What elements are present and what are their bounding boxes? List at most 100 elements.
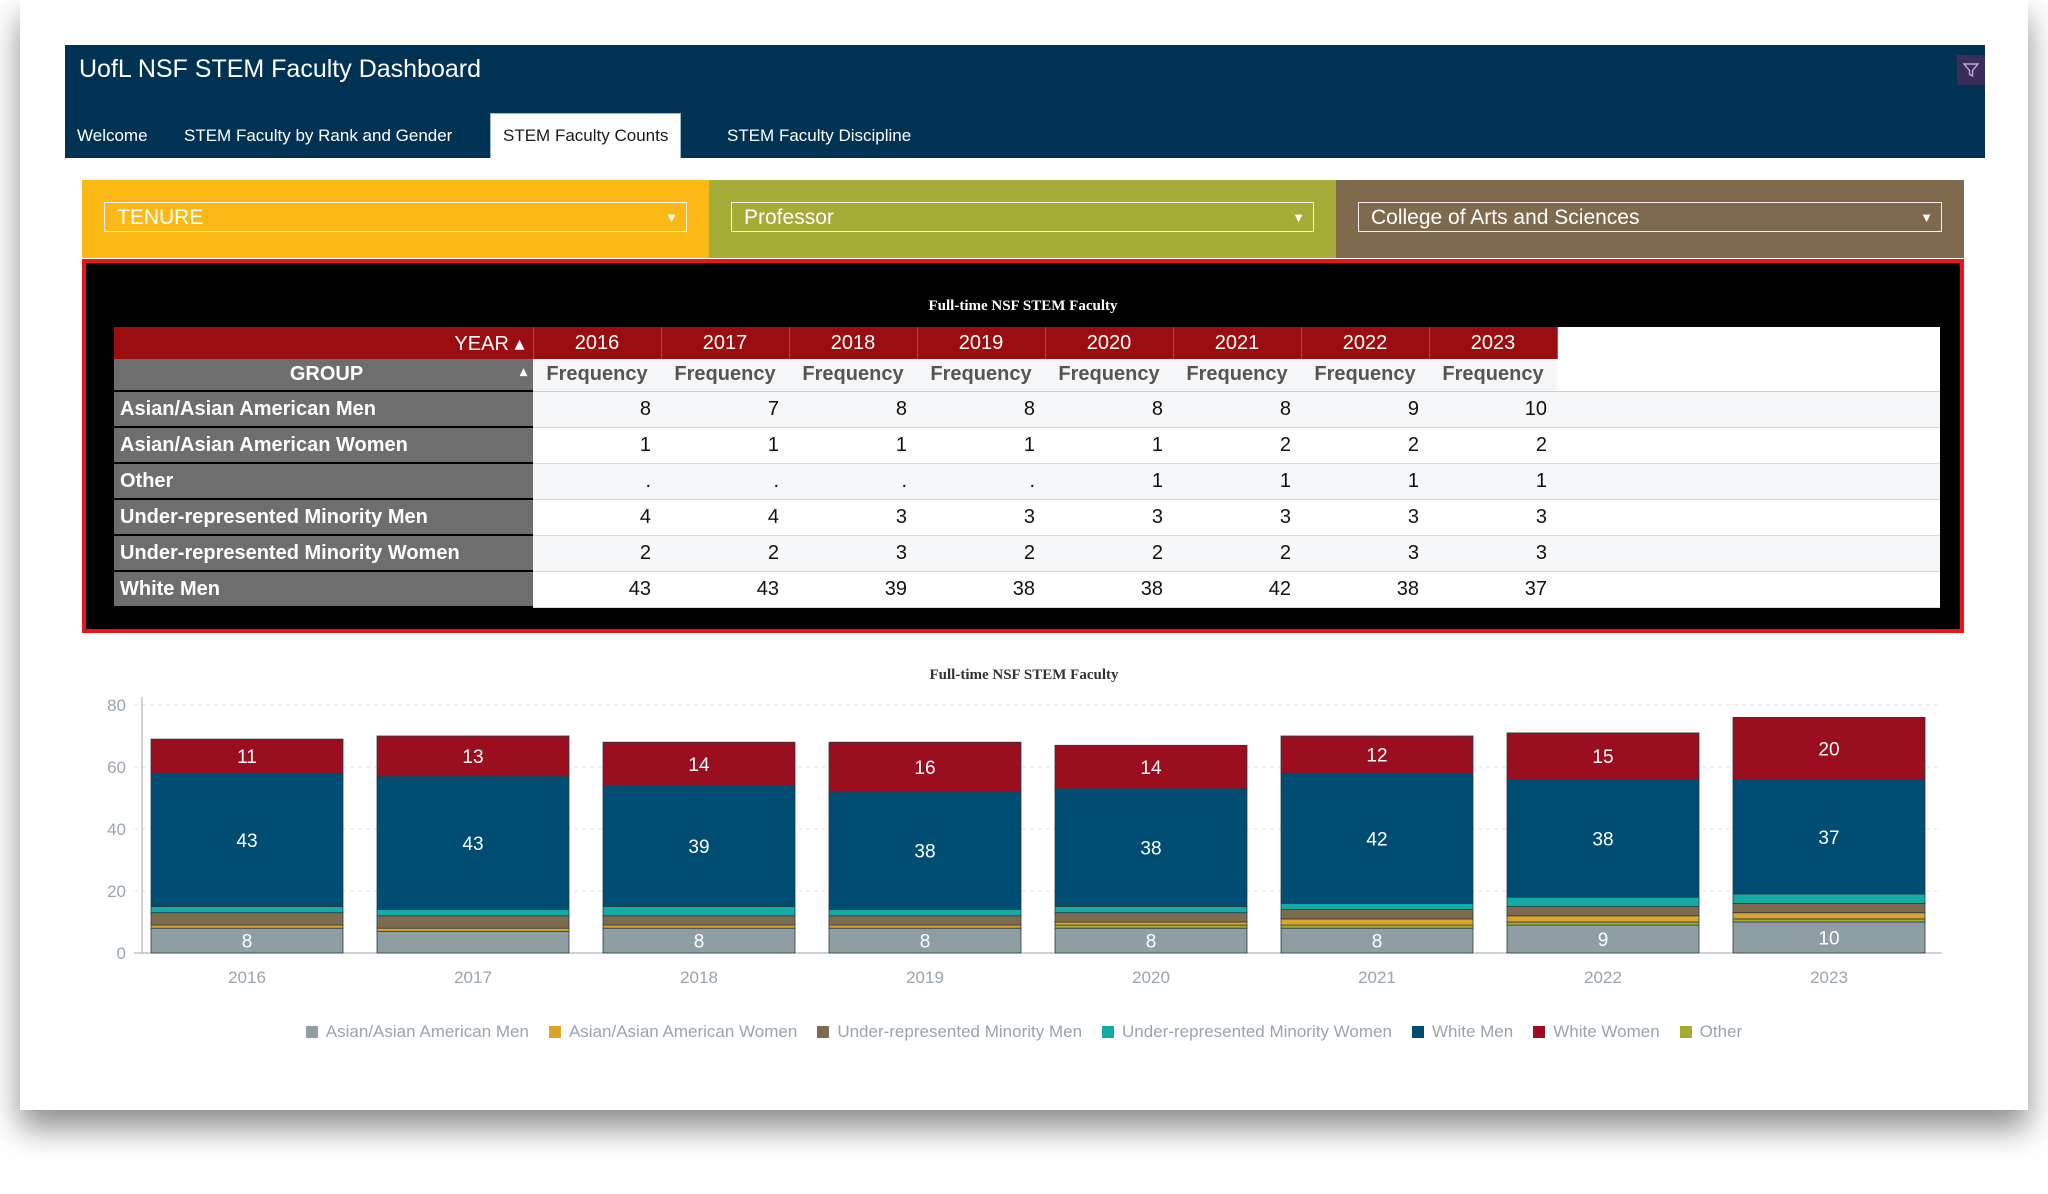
- tab-rank-gender[interactable]: STEM Faculty by Rank and Gender: [184, 126, 453, 145]
- bar-segment: [602, 906, 796, 917]
- measure-column-header: Frequency: [1301, 359, 1429, 392]
- frequency-cell: 10: [1429, 391, 1557, 428]
- y-tick-label: 80: [107, 696, 126, 715]
- frequency-cell: 39: [789, 571, 917, 608]
- bar-segment: [1280, 918, 1474, 926]
- legend-item[interactable]: White Women: [1533, 1022, 1660, 1042]
- frequency-cell: 1: [1429, 463, 1557, 500]
- bar-segment: [1506, 924, 1700, 954]
- legend-item[interactable]: Under-represented Minority Women: [1102, 1022, 1392, 1042]
- row-filler: [1557, 391, 1940, 428]
- bar-value-label: 38: [1140, 839, 1161, 860]
- tab-faculty-discipline[interactable]: STEM Faculty Discipline: [727, 126, 912, 145]
- x-tick-label: 2021: [1358, 968, 1396, 987]
- tab-bar: Welcome STEM Faculty by Rank and Gender …: [65, 112, 1985, 158]
- row-filler: [1557, 499, 1940, 536]
- frequency-cell: 3: [1301, 535, 1429, 572]
- bar-segment: [1732, 893, 1926, 904]
- bar-segment: [1054, 921, 1248, 926]
- frequency-cell: 1: [1045, 463, 1173, 500]
- bar-segment: [828, 791, 1022, 910]
- bar-segment: [376, 735, 570, 777]
- legend-item[interactable]: Other: [1679, 1022, 1742, 1042]
- frequency-cell: 1: [1301, 463, 1429, 500]
- bar-segment: [1054, 912, 1248, 923]
- group-header-cell[interactable]: GROUP ▴: [114, 359, 533, 392]
- table-row: Under-represented Minority Men 4 4 3 3 3 3 3 3: [114, 499, 1940, 536]
- bar-segment: [1280, 903, 1474, 911]
- measure-column-header: Frequency: [1045, 359, 1173, 392]
- bar-value-label: 9: [1598, 930, 1609, 951]
- legend-item[interactable]: Asian/Asian American Women: [548, 1022, 797, 1042]
- frequency-cell: 2: [1173, 427, 1301, 464]
- legend-item[interactable]: White Men: [1411, 1022, 1513, 1042]
- year-header-label: YEAR: [454, 332, 509, 355]
- frequency-cell: 4: [661, 499, 789, 536]
- bar-segment: [150, 927, 344, 954]
- table-row: Other.... 1 1 1 1: [114, 463, 1940, 500]
- tab-welcome[interactable]: Welcome: [77, 126, 148, 145]
- bar-segment: [1506, 896, 1700, 907]
- tenure-select[interactable]: TENURE ▼: [104, 202, 687, 232]
- frequency-cell: 38: [1301, 571, 1429, 608]
- bar-segment: [150, 906, 344, 914]
- x-tick-label: 2017: [454, 968, 492, 987]
- legend-label: Under-represented Minority Women: [1122, 1022, 1392, 1041]
- measure-column-header: Frequency: [789, 359, 917, 392]
- frequency-cell: 38: [917, 571, 1045, 608]
- legend-swatch: [548, 1026, 561, 1038]
- bar-segment: [150, 924, 344, 929]
- measure-column-header: Frequency: [533, 359, 661, 392]
- bar-value-label: 37: [1818, 828, 1839, 849]
- filter-button[interactable]: [1957, 55, 1985, 85]
- rank-select-value: Professor: [744, 206, 834, 229]
- sort-asc-icon: ▴: [519, 363, 527, 379]
- bar-segment: [602, 741, 796, 787]
- bar-value-label: 14: [688, 755, 710, 776]
- x-tick-label: 2019: [906, 968, 944, 987]
- bar-segment: [1280, 772, 1474, 904]
- frequency-table-panel: Full-time NSF STEM Faculty YEAR ▴ 2016 201…: [82, 259, 1964, 633]
- legend-item[interactable]: Under-represented Minority Men: [817, 1022, 1082, 1042]
- bar-value-label: 43: [462, 834, 483, 855]
- frequency-cell: 3: [1045, 499, 1173, 536]
- rank-select[interactable]: Professor ▼: [731, 202, 1314, 232]
- frequency-cell: 8: [1045, 391, 1173, 428]
- frequency-cell: 42: [1173, 571, 1301, 608]
- bar-segment: [828, 909, 1022, 917]
- table-measure-header-row: GROUP ▴ Frequency Frequency Frequency Frequen…: [114, 359, 1940, 392]
- bar-value-label: 42: [1366, 829, 1387, 850]
- year-header-cell[interactable]: YEAR ▴: [114, 327, 534, 359]
- frequency-cell: 43: [533, 571, 661, 608]
- measure-column-header: Frequency: [661, 359, 789, 392]
- chart-legend: Asian/Asian American Men Asian/Asian Amer…: [0, 1022, 2048, 1042]
- legend-swatch: [305, 1026, 318, 1038]
- tab-faculty-counts[interactable]: STEM Faculty Counts: [490, 113, 682, 158]
- y-tick-label: 40: [107, 820, 126, 839]
- bar-value-label: 8: [1146, 932, 1157, 953]
- legend-item[interactable]: Asian/Asian American Men: [305, 1022, 529, 1042]
- bar-value-label: 8: [694, 932, 705, 953]
- group-label: Other: [114, 463, 533, 500]
- measure-column-header: Frequency: [917, 359, 1045, 392]
- frequency-cell: 2: [1301, 427, 1429, 464]
- filter-icon: [1962, 63, 1980, 78]
- frequency-cell: .: [533, 463, 661, 500]
- tenure-select-value: TENURE: [117, 206, 204, 229]
- bar-value-label: 13: [462, 747, 483, 768]
- group-label: Under-represented Minority Women: [114, 535, 533, 572]
- chevron-down-icon: ▼: [1292, 210, 1305, 225]
- bar-value-label: 8: [920, 932, 931, 953]
- legend-swatch: [817, 1026, 830, 1038]
- table-row: Under-represented Minority Women 2 2 3 2 2 2 3 3: [114, 535, 1940, 572]
- bar-segment: [1280, 735, 1474, 774]
- frequency-cell: 1: [917, 427, 1045, 464]
- group-label: Asian/Asian American Women: [114, 427, 533, 464]
- frequency-cell: 38: [1045, 571, 1173, 608]
- college-select[interactable]: College of Arts and Sciences ▼: [1358, 202, 1942, 232]
- bar-segment: [1506, 779, 1700, 898]
- legend-swatch: [1533, 1026, 1546, 1038]
- frequency-cell: .: [661, 463, 789, 500]
- bar-segment: [1506, 906, 1700, 917]
- chevron-down-icon: ▼: [1920, 210, 1933, 225]
